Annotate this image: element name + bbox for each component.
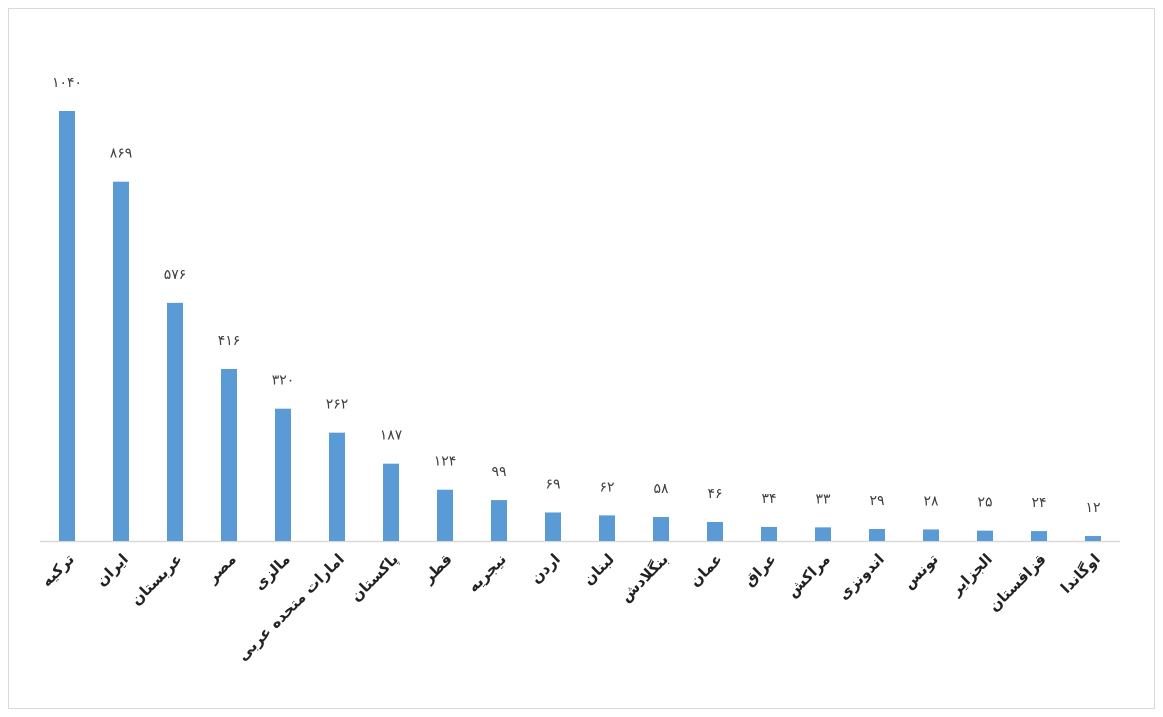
chart-border bbox=[8, 8, 1155, 709]
data-label: ۳۳ bbox=[815, 491, 831, 507]
bar bbox=[923, 529, 939, 541]
x-tick-label: تونس bbox=[899, 550, 941, 592]
data-label: ۵۷۶ bbox=[164, 267, 187, 283]
data-label: ۳۴ bbox=[761, 491, 776, 507]
x-tick-label: عربستان bbox=[127, 550, 186, 609]
bar bbox=[653, 517, 669, 541]
bar bbox=[113, 181, 129, 542]
data-label: ۱۲ bbox=[1085, 500, 1100, 516]
bar bbox=[383, 463, 399, 541]
data-label: ۲۹ bbox=[869, 493, 884, 509]
data-label: ۲۴ bbox=[1031, 495, 1046, 511]
x-tick-label: قزاقستان bbox=[985, 550, 1050, 615]
data-label: ۶۹ bbox=[545, 476, 560, 492]
x-tick-label: اندونزی bbox=[834, 550, 887, 603]
bar bbox=[869, 529, 885, 541]
data-label: ۱۰۴۰ bbox=[52, 75, 82, 91]
data-label: ۲۸ bbox=[923, 493, 939, 509]
data-label: ۳۲۰ bbox=[272, 373, 295, 389]
x-tick-label: مصر bbox=[203, 550, 240, 587]
bar bbox=[221, 369, 237, 541]
x-tick-label: اوگاندا bbox=[1057, 550, 1104, 597]
bar bbox=[1031, 531, 1047, 541]
data-label: ۴۱۶ bbox=[218, 333, 241, 349]
data-label: ۱۸۷ bbox=[380, 428, 403, 444]
bar bbox=[491, 500, 507, 541]
x-tick-label: مراکش bbox=[783, 550, 834, 601]
x-tick-label: الجزایر bbox=[946, 550, 996, 600]
x-tick-label: پاکستان bbox=[347, 550, 403, 606]
bar bbox=[329, 432, 345, 541]
x-tick-label: اردن bbox=[527, 550, 564, 587]
x-tick-label: عراق bbox=[740, 550, 780, 590]
data-label: ۸۶۹ bbox=[110, 146, 133, 162]
data-label: ۵۸ bbox=[653, 481, 669, 497]
data-label: ۱۲۴ bbox=[434, 454, 457, 470]
bar bbox=[545, 512, 561, 541]
bar bbox=[761, 526, 777, 541]
data-label: ۴۶ bbox=[707, 486, 722, 502]
bar bbox=[977, 530, 993, 541]
data-label: ۹۹ bbox=[491, 464, 506, 480]
x-tick-label: ایران bbox=[92, 550, 132, 590]
x-tick-label: ترکیه bbox=[38, 550, 78, 590]
bar bbox=[275, 408, 291, 541]
x-tick-label: لبنان bbox=[579, 550, 617, 588]
x-tick-label: نیجریه bbox=[464, 550, 510, 596]
bar bbox=[167, 302, 183, 541]
x-tick-label: بنگلادش bbox=[616, 550, 671, 605]
x-tick-label: امارات متحده عربی bbox=[234, 550, 348, 664]
data-label: ۲۵ bbox=[977, 495, 992, 511]
bar bbox=[815, 527, 831, 541]
data-label: ۶۲ bbox=[599, 479, 614, 495]
data-label: ۲۶۲ bbox=[326, 397, 349, 413]
bar bbox=[59, 111, 75, 541]
bar bbox=[599, 515, 615, 541]
x-tick-label: قطر bbox=[419, 550, 456, 587]
bar bbox=[707, 521, 723, 541]
x-tick-label: عمان bbox=[686, 550, 726, 590]
bar bbox=[1085, 536, 1101, 541]
bar bbox=[437, 489, 453, 541]
x-tick-label: مالزی bbox=[250, 550, 294, 594]
